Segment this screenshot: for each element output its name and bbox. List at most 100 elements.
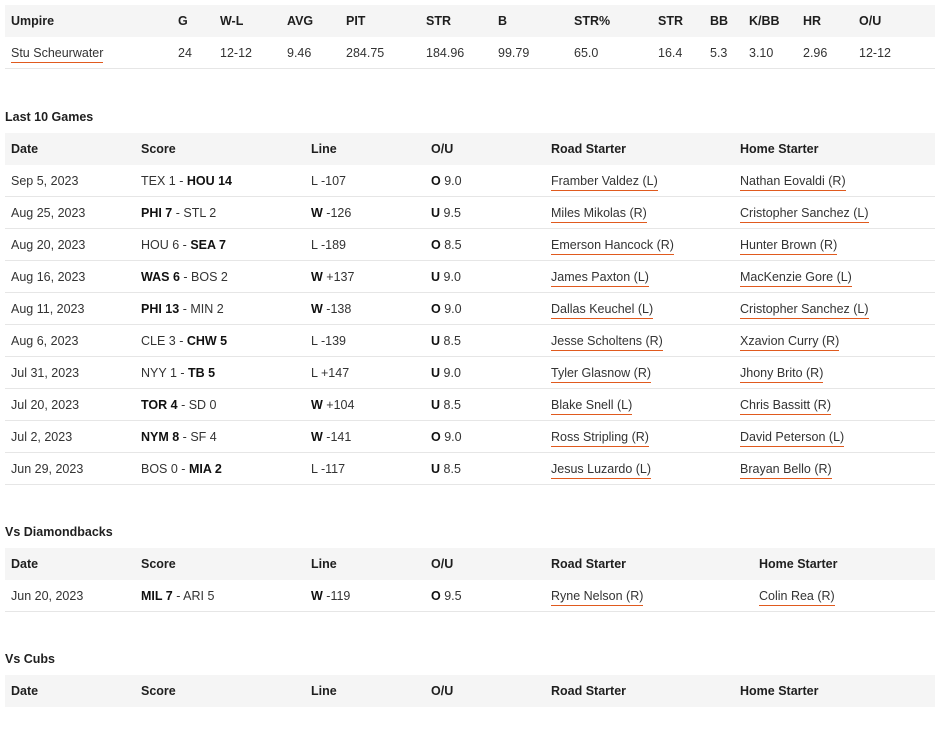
column-header: K/BB: [743, 5, 797, 37]
home-starter-link[interactable]: Colin Rea (R): [759, 588, 835, 606]
line-value: -139: [320, 333, 347, 348]
road-starter-link[interactable]: Ryne Nelson (R): [551, 588, 644, 606]
road-starter-link[interactable]: Miles Mikolas (R): [551, 205, 647, 223]
date-cell: Aug 11, 2023: [5, 292, 135, 325]
ou-result: O: [431, 301, 441, 316]
score-cell: MIL 7 - ARI 5: [135, 580, 305, 612]
home-starter-link[interactable]: MacKenzie Gore (L): [740, 269, 852, 287]
home-starter-link[interactable]: Chris Bassitt (R): [740, 397, 831, 415]
home-starter-cell: Colin Rea (R): [753, 580, 935, 612]
stat-cell: 99.79: [492, 37, 568, 69]
home-starter-link[interactable]: Jhony Brito (R): [740, 365, 824, 383]
home-starter-link[interactable]: Brayan Bello (R): [740, 461, 832, 479]
ou-cell: U 9.5: [425, 196, 545, 229]
umpire-name-link[interactable]: Stu Scheurwater: [11, 45, 104, 63]
home-starter-cell: Jhony Brito (R): [734, 356, 935, 389]
road-starter-cell: Ross Stripling (R): [545, 420, 734, 453]
column-header: O/U: [853, 5, 935, 37]
home-score: SD 0: [188, 397, 217, 412]
home-starter-cell: Cristopher Sanchez (L): [734, 292, 935, 325]
home-starter-link[interactable]: Cristopher Sanchez (L): [740, 205, 869, 223]
line-value: +147: [320, 365, 350, 380]
last10-section: Date Score Line O/U Road Starter Home Starter…: [5, 133, 935, 485]
vs-cubs-table: Date Score Line O/U Road Starter Home Starter: [5, 675, 935, 707]
ou-result: U: [431, 333, 441, 348]
column-header: Umpire: [5, 5, 172, 37]
road-starter-cell: Framber Valdez (L): [545, 165, 734, 197]
vs-cubs-title: Vs Cubs: [5, 652, 56, 666]
road-score: MIL 7: [141, 588, 173, 603]
home-score: ARI 5: [183, 588, 215, 603]
ou-value: 9.0: [444, 173, 462, 188]
score-separator: -: [177, 461, 189, 476]
ou-result: U: [431, 205, 441, 220]
score-separator: -: [172, 588, 184, 603]
ou-value: 8.5: [444, 237, 462, 252]
stat-cell: 184.96: [420, 37, 492, 69]
column-header: Road Starter: [545, 548, 753, 580]
road-starter-link[interactable]: Blake Snell (L): [551, 397, 633, 415]
line-result: W: [311, 429, 323, 444]
line-cell: W -119: [305, 580, 425, 612]
home-starter-cell: Hunter Brown (R): [734, 228, 935, 261]
road-starter-link[interactable]: Framber Valdez (L): [551, 173, 658, 191]
home-score: TB 5: [188, 365, 216, 380]
line-cell: L -117: [305, 452, 425, 485]
line-value: -119: [326, 588, 351, 603]
home-score: SF 4: [190, 429, 217, 444]
column-header: G: [172, 5, 214, 37]
ou-cell: O 9.0: [425, 292, 545, 325]
road-starter-link[interactable]: Ross Stripling (R): [551, 429, 649, 447]
line-value: -117: [320, 461, 346, 476]
line-result: W: [311, 588, 323, 603]
home-starter-link[interactable]: Cristopher Sanchez (L): [740, 301, 869, 319]
road-starter-link[interactable]: Jesse Scholtens (R): [551, 333, 663, 351]
score-cell: HOU 6 - SEA 7: [135, 228, 305, 261]
score-cell: WAS 6 - BOS 2: [135, 260, 305, 293]
column-header: O/U: [425, 548, 545, 580]
road-starter-link[interactable]: Jesus Luzardo (L): [551, 461, 652, 479]
ou-cell: O 9.0: [425, 165, 545, 197]
road-starter-cell: Jesus Luzardo (L): [545, 452, 734, 485]
ou-result: U: [431, 269, 441, 284]
line-cell: W -138: [305, 292, 425, 325]
ou-result: U: [431, 397, 441, 412]
road-score: CLE 3: [141, 333, 176, 348]
home-starter-link[interactable]: David Peterson (L): [740, 429, 845, 447]
road-starter-link[interactable]: Dallas Keuchel (L): [551, 301, 654, 319]
stat-cell: 284.75: [340, 37, 420, 69]
line-cell: L +147: [305, 356, 425, 389]
stat-cell: 16.4: [652, 37, 704, 69]
home-starter-link[interactable]: Nathan Eovaldi (R): [740, 173, 846, 191]
date-cell: Jun 20, 2023: [5, 580, 135, 612]
home-starter-cell: Cristopher Sanchez (L): [734, 196, 935, 229]
home-starter-link[interactable]: Xzavion Curry (R): [740, 333, 840, 351]
score-separator: -: [179, 301, 191, 316]
vs-cubs-section: Date Score Line O/U Road Starter Home Starter: [5, 675, 935, 707]
column-header: STR%: [568, 5, 652, 37]
stat-cell: 12-12: [214, 37, 281, 69]
score-separator: -: [176, 365, 189, 380]
home-starter-link[interactable]: Hunter Brown (R): [740, 237, 838, 255]
road-starter-link[interactable]: James Paxton (L): [551, 269, 649, 287]
date-cell: Jul 31, 2023: [5, 356, 135, 389]
ou-result: U: [431, 365, 441, 380]
column-header: PIT: [340, 5, 420, 37]
road-starter-link[interactable]: Tyler Glasnow (R): [551, 365, 652, 383]
road-starter-link[interactable]: Emerson Hancock (R): [551, 237, 674, 255]
line-cell: W -126: [305, 196, 425, 229]
ou-result: O: [431, 429, 441, 444]
score-cell: TEX 1 - HOU 14: [135, 165, 305, 197]
score-cell: PHI 13 - MIN 2: [135, 292, 305, 325]
ou-value: 8.5: [443, 397, 461, 412]
stat-cell: 65.0: [568, 37, 652, 69]
column-header: Home Starter: [734, 133, 935, 165]
date-cell: Aug 16, 2023: [5, 260, 135, 293]
date-cell: Jun 29, 2023: [5, 452, 135, 485]
ou-cell: U 8.5: [425, 452, 545, 485]
score-cell: CLE 3 - CHW 5: [135, 324, 305, 357]
